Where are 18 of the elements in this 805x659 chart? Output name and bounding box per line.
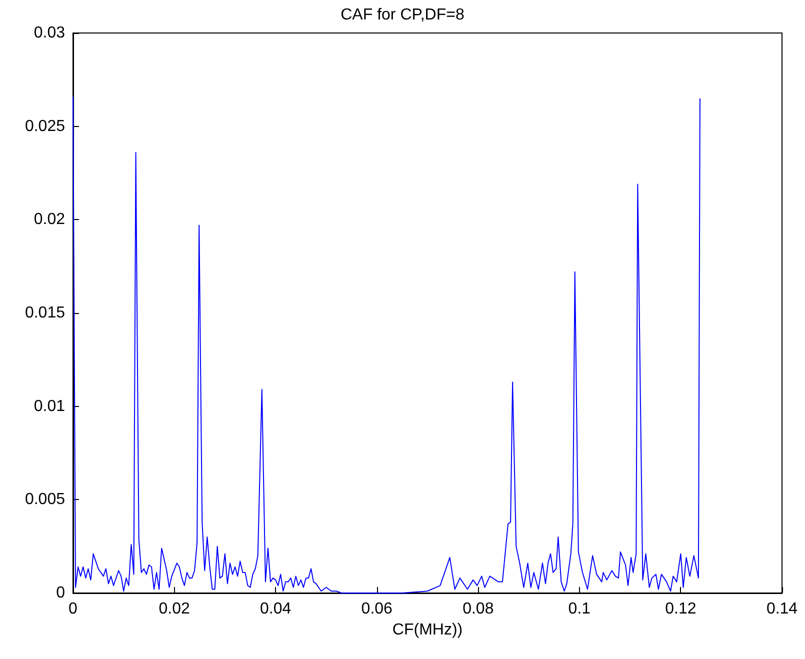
x-tick-label: 0.08 xyxy=(462,600,494,618)
y-tick-label: 0 xyxy=(56,584,66,602)
x-tick-label: 0.12 xyxy=(665,600,696,618)
line-series xyxy=(72,96,700,594)
y-tick-label: 0.015 xyxy=(24,304,66,322)
y-tick-label: 0.025 xyxy=(24,118,66,135)
x-axis-title: CF(MHz)) xyxy=(392,621,463,638)
y-tick-label: 0.005 xyxy=(24,491,66,508)
y-tick-label: 0.02 xyxy=(34,211,66,228)
y-tick-label: 0.03 xyxy=(34,24,66,42)
x-tick-label: 0.1 xyxy=(568,600,591,618)
x-tick-label: 0.14 xyxy=(766,600,798,618)
x-tick-label: 0.02 xyxy=(158,600,190,618)
x-tick-label: 0.06 xyxy=(361,600,393,618)
x-tick-label: 0 xyxy=(68,600,78,618)
x-tick-label: 0.04 xyxy=(260,600,292,618)
chart-title: CAF for CP,DF=8 xyxy=(340,6,464,24)
y-tick-label: 0.01 xyxy=(34,398,66,415)
